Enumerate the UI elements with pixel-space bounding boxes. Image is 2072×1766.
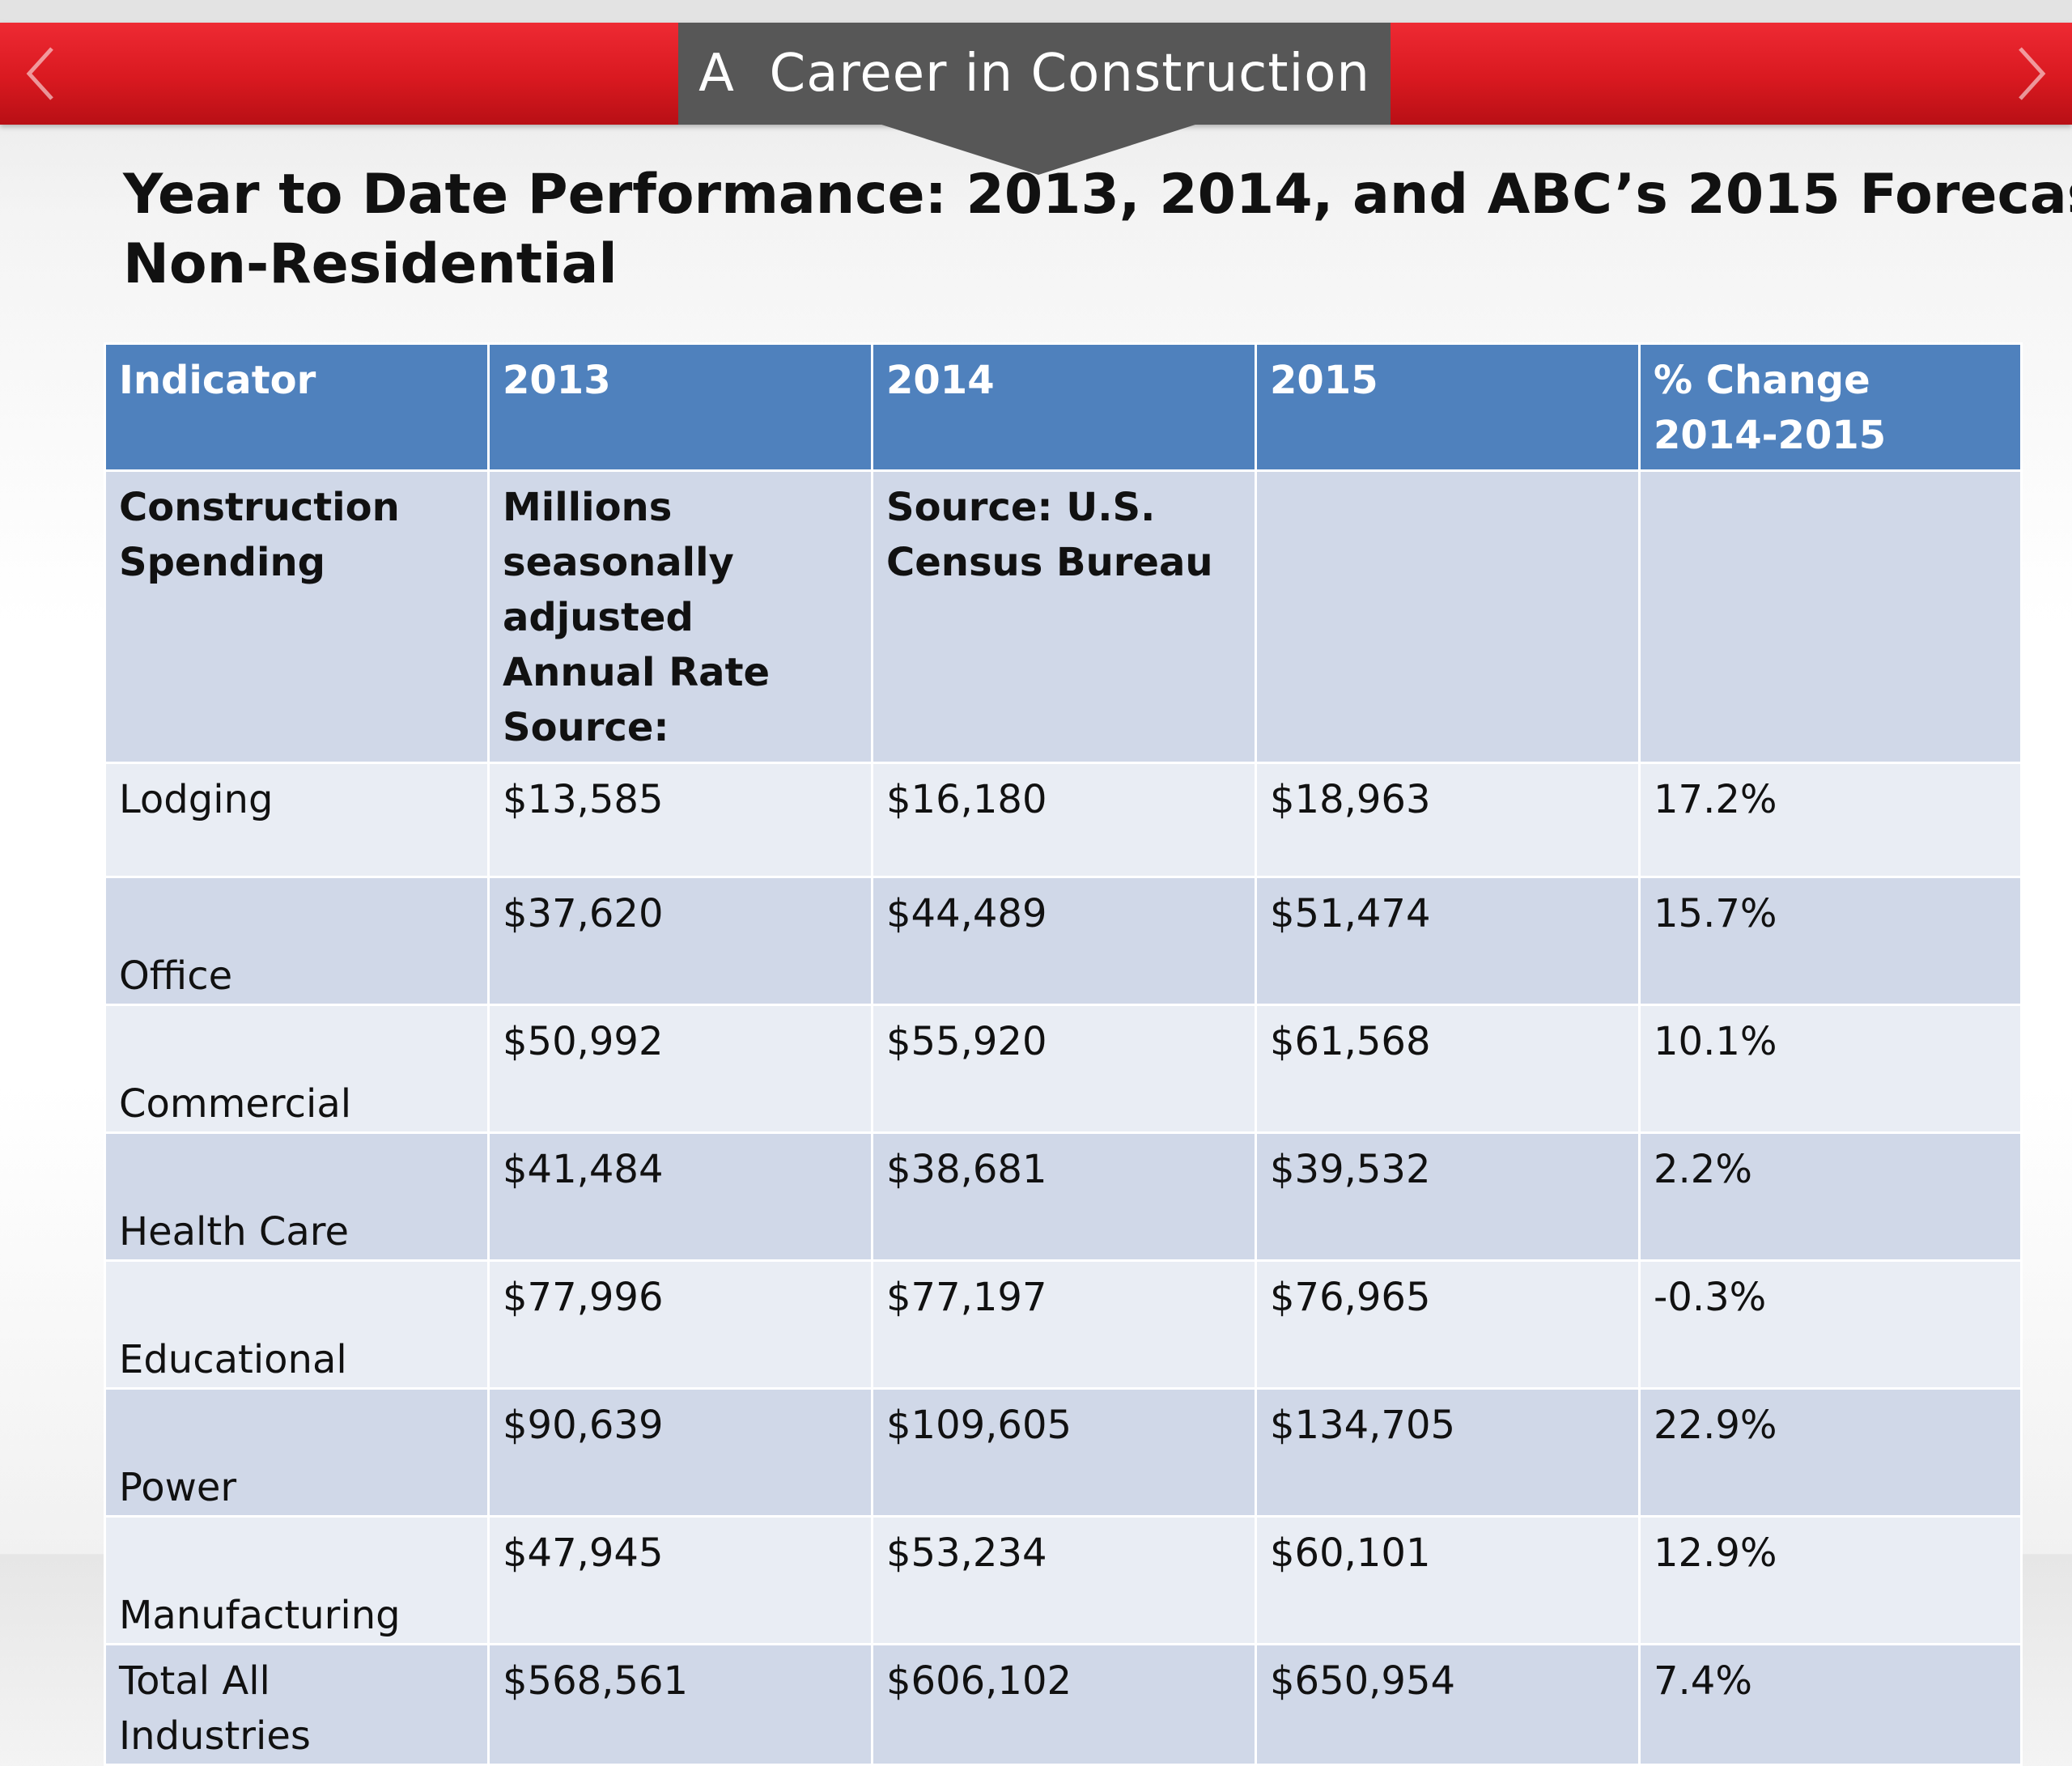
top-band [0,0,2072,23]
table-header-row: Indicator 2013 2014 2015 % Change 2014-2… [104,342,2023,472]
column-header-2013: 2013 [487,342,873,472]
table-cell: 22.9% [1638,1387,2023,1518]
table-cell: 17.2% [1638,762,2023,878]
column-header-2015: 2015 [1255,342,1641,472]
table-row: Manufacturing $47,945 $53,234 $60,101 12… [104,1515,2023,1645]
table-cell: $37,620 [487,876,873,1006]
column-header-indicator: Indicator [104,342,490,472]
table-cell: $76,965 [1255,1259,1641,1390]
table-cell: $61,568 [1255,1004,1641,1134]
table-cell: $47,945 [487,1515,873,1645]
slide-heading: Year to Date Performance: 2013, 2014, an… [123,160,2072,299]
table-cell [1638,469,2023,764]
table-cell: $60,101 [1255,1515,1641,1645]
table-cell: $38,681 [871,1131,1257,1262]
table-cell: $51,474 [1255,876,1641,1006]
table-cell: $13,585 [487,762,873,878]
table-unit-row: Construction Spending Millions seasonall… [104,469,2023,764]
table-cell: $53,234 [871,1515,1257,1645]
column-header-percent-change: % Change 2014-2015 [1638,342,2023,472]
table-cell [1255,469,1641,764]
column-header-2014: 2014 [871,342,1257,472]
table-cell: Millions seasonally adjusted Annual Rate… [487,469,873,764]
slide-heading-line-2: Non-Residential [123,232,618,296]
table-cell: Commercial [104,1004,490,1134]
table-row: Educational $77,996 $77,197 $76,965 -0.3… [104,1259,2023,1390]
table-cell: Construction Spending [104,469,490,764]
table-cell: 15.7% [1638,876,2023,1006]
previous-slide-button[interactable] [0,23,81,125]
table-cell: $44,489 [871,876,1257,1006]
table-cell: $18,963 [1255,762,1641,878]
table-cell: $16,180 [871,762,1257,878]
table-cell: 7.4% [1638,1643,2023,1766]
table-cell: -0.3% [1638,1259,2023,1390]
table-cell: Health Care [104,1131,490,1262]
table-cell: Manufacturing [104,1515,490,1645]
table-cell: Source: U.S. Census Bureau [871,469,1257,764]
performance-table: Indicator 2013 2014 2015 % Change 2014-2… [104,342,2023,1766]
table-cell: Lodging [104,762,490,878]
chevron-left-icon [26,47,53,100]
presentation-title: A Career in Construction [678,23,1391,125]
table-cell: $77,996 [487,1259,873,1390]
table-cell: $41,484 [487,1131,873,1262]
table-cell: 10.1% [1638,1004,2023,1134]
table-cell: 12.9% [1638,1515,2023,1645]
title-tab-pointer [877,123,1200,175]
table-cell: $650,954 [1255,1643,1641,1766]
table-cell: Total All Industries [104,1643,490,1766]
next-slide-button[interactable] [1991,23,2072,125]
presentation-title-text: A Career in Construction [698,44,1370,104]
table-row-total: Total All Industries $568,561 $606,102 $… [104,1643,2023,1766]
slide-heading-line-1: Year to Date Performance: 2013, 2014, an… [123,163,2072,227]
table-cell: $77,197 [871,1259,1257,1390]
table-cell: Power [104,1387,490,1518]
table-row: Health Care $41,484 $38,681 $39,532 2.2% [104,1131,2023,1262]
table-cell: 2.2% [1638,1131,2023,1262]
table-cell: $39,532 [1255,1131,1641,1262]
table-row: Power $90,639 $109,605 $134,705 22.9% [104,1387,2023,1518]
table-cell: $90,639 [487,1387,873,1518]
table-cell: $109,605 [871,1387,1257,1518]
table-cell: $134,705 [1255,1387,1641,1518]
table-cell: $568,561 [487,1643,873,1766]
table-row: Lodging $13,585 $16,180 $18,963 17.2% [104,762,2023,878]
chevron-right-icon [2019,47,2046,100]
table-cell: $55,920 [871,1004,1257,1134]
table-cell: $50,992 [487,1004,873,1134]
table-cell: Office [104,876,490,1006]
table-row: Office $37,620 $44,489 $51,474 15.7% [104,876,2023,1006]
table-cell: Educational [104,1259,490,1390]
table-cell: $606,102 [871,1643,1257,1766]
table-row: Commercial $50,992 $55,920 $61,568 10.1% [104,1004,2023,1134]
